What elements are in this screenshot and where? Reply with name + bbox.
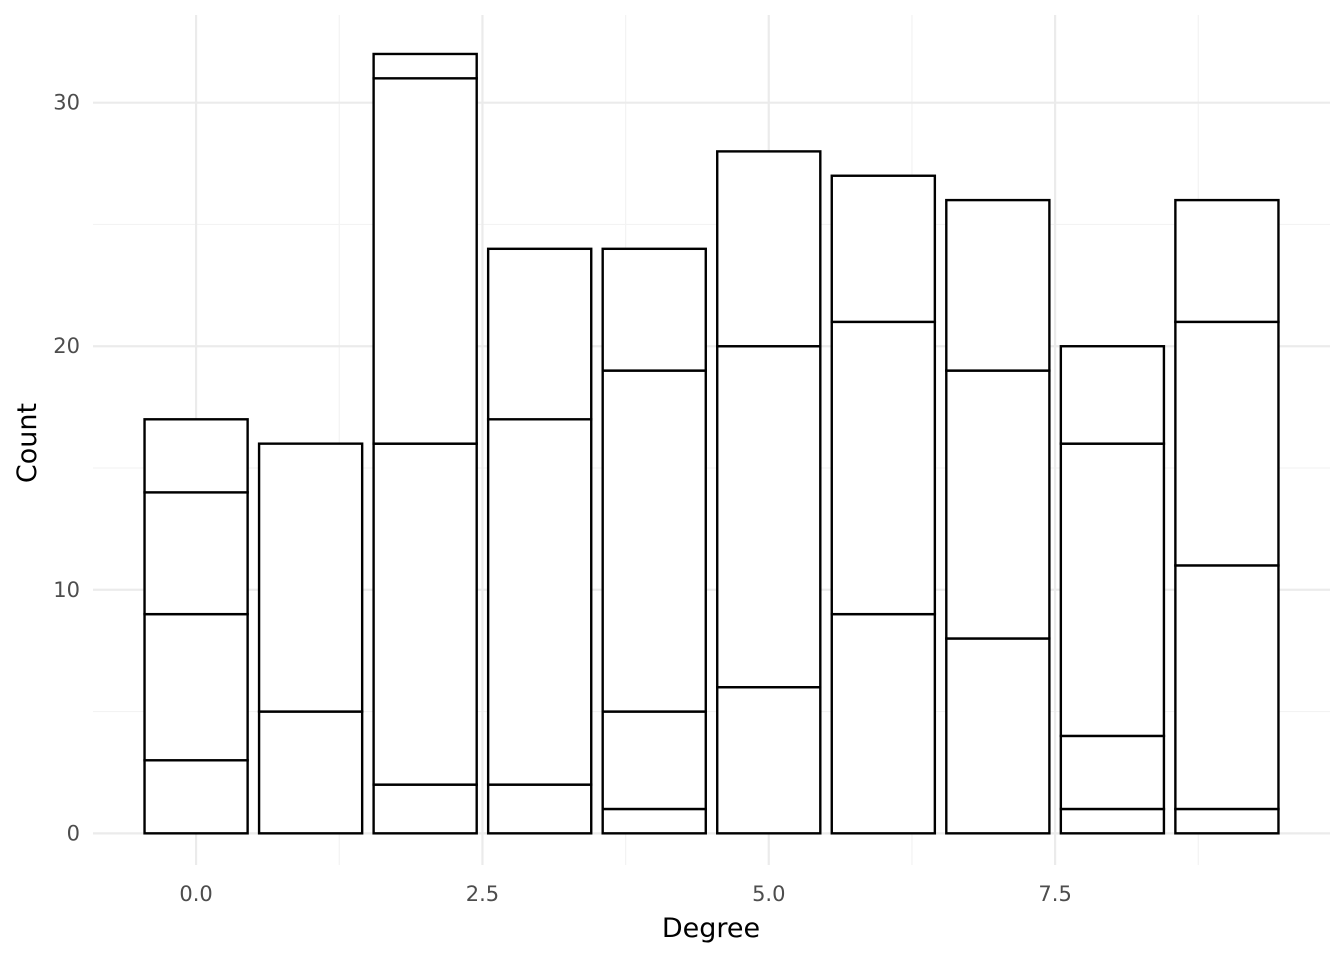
- bar-segment: [372, 52, 478, 80]
- bar-segment: [1174, 320, 1280, 567]
- bar-segment: [716, 150, 822, 348]
- bar-segment: [601, 369, 707, 713]
- bar-segment: [257, 710, 364, 835]
- bar-stack: [716, 150, 822, 835]
- bar-stack: [257, 442, 364, 835]
- bar-segment: [1059, 807, 1166, 835]
- bar-stack: [945, 198, 1051, 835]
- x-tick-label: 2.5: [466, 882, 499, 906]
- bar-segment: [1174, 198, 1280, 324]
- bar-segment: [601, 247, 707, 372]
- bar-segment: [372, 442, 478, 786]
- bar-segment: [830, 174, 937, 324]
- bar-segment: [1059, 734, 1166, 811]
- bar-segment: [486, 247, 593, 421]
- bar-segment: [601, 710, 707, 811]
- bar-segment: [1174, 807, 1280, 835]
- y-axis-title: Count: [12, 403, 43, 483]
- bar-segment: [143, 612, 249, 762]
- bar-segment: [143, 418, 249, 494]
- tick-labels: 0.0 2.5 5.0 7.5 0 10 20 30: [53, 91, 1072, 906]
- bars: [143, 52, 1280, 835]
- bar-segment: [945, 369, 1051, 640]
- y-tick-label: 20: [53, 334, 80, 358]
- bar-segment: [716, 686, 822, 835]
- x-tick-label: 7.5: [1038, 882, 1071, 906]
- bar-segment: [372, 783, 478, 835]
- bar-stack: [372, 52, 478, 835]
- bar-segment: [486, 418, 593, 786]
- y-tick-label: 10: [53, 578, 80, 602]
- x-tick-label: 0.0: [179, 882, 212, 906]
- bar-stack: [1059, 345, 1166, 835]
- bar-segment: [486, 783, 593, 835]
- bar-segment: [830, 320, 937, 616]
- x-axis-title: Degree: [662, 913, 760, 944]
- y-tick-label: 0: [67, 821, 80, 845]
- bar-segment: [143, 759, 249, 835]
- bar-segment: [1059, 442, 1166, 738]
- bar-segment: [257, 442, 364, 713]
- y-tick-label: 30: [53, 91, 80, 115]
- bar-stack: [830, 174, 937, 835]
- bar-segment: [1174, 564, 1280, 811]
- bar-segment: [372, 77, 478, 445]
- bar-segment: [601, 807, 707, 835]
- bar-stack: [486, 247, 593, 835]
- bar-stack: [143, 418, 249, 835]
- bar-segment: [830, 612, 937, 835]
- bar-segment: [143, 491, 249, 616]
- bar-stack: [1174, 198, 1280, 835]
- bar-segment: [945, 198, 1051, 372]
- x-tick-label: 5.0: [752, 882, 785, 906]
- bar-segment: [716, 345, 822, 689]
- bar-stack: [601, 247, 707, 835]
- bar-segment: [945, 637, 1051, 835]
- bar-segment: [1059, 345, 1166, 445]
